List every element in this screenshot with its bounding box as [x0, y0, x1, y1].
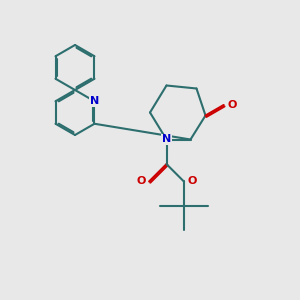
- Text: O: O: [188, 176, 197, 187]
- Text: O: O: [227, 100, 237, 110]
- Text: O: O: [137, 176, 146, 187]
- Text: N: N: [90, 96, 99, 106]
- Text: N: N: [162, 134, 171, 145]
